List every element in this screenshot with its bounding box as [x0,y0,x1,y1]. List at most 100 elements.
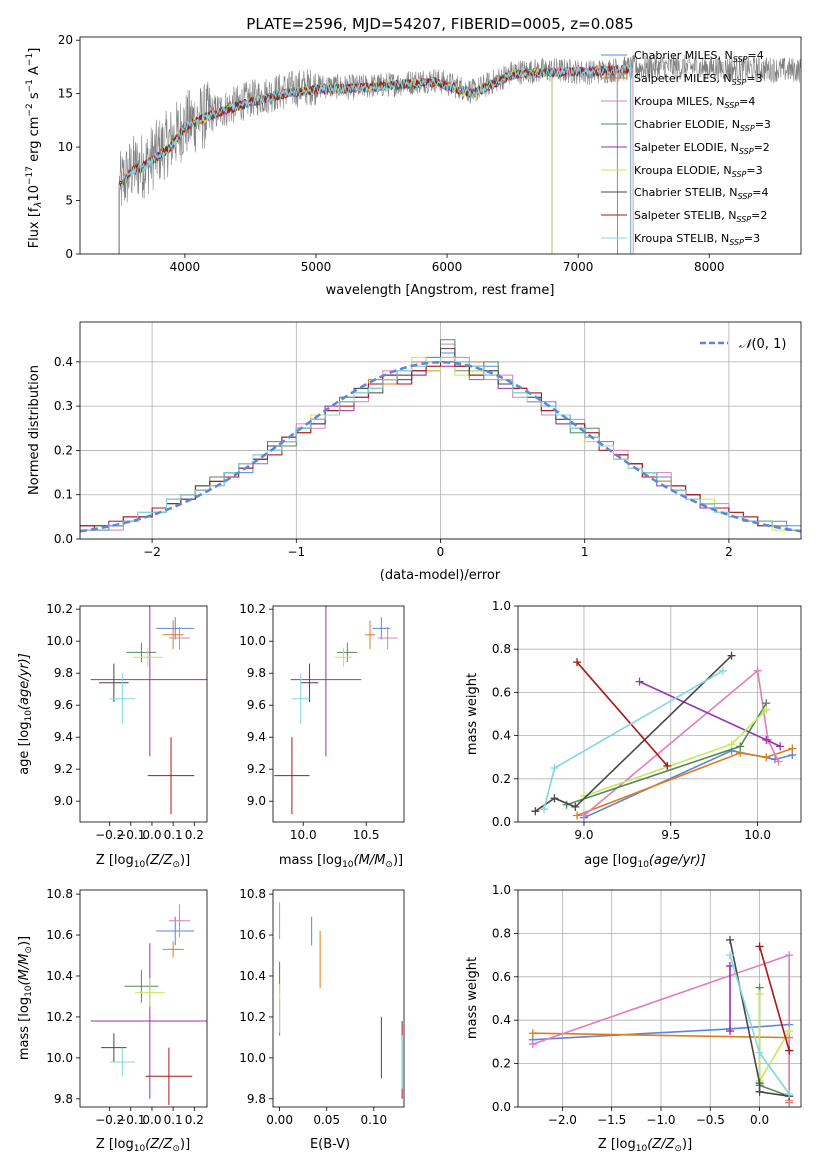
error-bar [132,647,163,667]
x-tick-label: −2 [143,545,161,559]
svg-text:Chabrier ELODIE, NSSP=3: Chabrier ELODIE, NSSP=3 [634,118,771,133]
x-tick-label: −1 [287,545,305,559]
weight-marker [727,651,736,660]
svg-text:Salpeter ELODIE, NSSP=2: Salpeter ELODIE, NSSP=2 [634,141,770,156]
x-tick-label: 10.5 [353,828,380,842]
weight-marker [762,753,771,762]
weight-marker [635,677,644,686]
y-tick-label: 20 [58,33,73,47]
x-tick-label: 9.0 [574,828,593,842]
legend-item: Chabrier ELODIE, NSSP=3 [601,118,771,133]
svg-text:Chabrier MILES, NSSP=4: Chabrier MILES, NSSP=4 [634,49,764,64]
error-bar [168,626,191,650]
weight-marker [540,805,549,814]
x-tick-label: −0.1 [116,828,145,842]
x-tick-label: 4000 [170,260,201,274]
legend-item: Salpeter STELIB, NSSP=2 [601,209,767,224]
y-tick-label: 1.0 [492,599,511,613]
y-tick-label: 9.8 [54,1092,73,1106]
y-tick-label: 0.2 [492,1057,511,1071]
x-tick-label: 0.0 [750,1113,769,1127]
legend-item: Kroupa STELIB, NSSP=3 [601,232,760,247]
weight-line [576,747,793,817]
x-tick-label: 7000 [563,260,594,274]
mass-weight-vs-metallicity-panel: −2.0 −1.5 −1.0 −0.5 0.0 0.0 0.2 0.4 0.6 0.8 1.0 [492,883,802,1127]
spectrum-panel: 4000 5000 6000 7000 8000 0 5 10 15 20 [58,33,802,274]
error-bar [156,617,195,640]
error-bar [290,606,362,757]
model-spectrum [118,65,618,254]
x-tick-label: 6000 [432,260,463,274]
axes-frame [79,605,208,823]
x-tick-label: 0.1 [164,828,183,842]
p5-xlabel: age [log10(age/yr)] [584,853,706,870]
weight-marker [785,1089,794,1098]
y-tick-label: 9.8 [247,666,266,680]
error-bar [109,673,136,725]
error-bars [90,606,207,814]
main-title: PLATE=2596, MJD=54207, FIBERID=0005, z=0… [246,15,633,33]
error-bar [145,1047,193,1105]
x-tick-label: −0.2 [95,828,124,842]
y-tick-label: 0.0 [492,815,511,829]
y-tick-label: 1.0 [492,883,511,897]
y-tick-label: 9.6 [54,698,73,712]
x-tick-label: 10.0 [290,828,317,842]
x-tick-label: 5000 [301,260,332,274]
axes-frame [79,36,802,255]
legend-item: Salpeter ELODIE, NSSP=2 [601,141,770,156]
weight-marker [762,735,771,744]
error-bar [300,663,319,702]
x-tick-label: −0.1 [116,1113,145,1127]
error-bar [147,737,195,814]
y-tick-label: 10.0 [239,1051,266,1065]
histogram-steps [80,339,801,539]
y-tick-label: 9.4 [247,730,266,744]
y-tick-label: 9.8 [247,1092,266,1106]
weight-lines [528,935,794,1107]
spectrum-ylabel: Flux [fλ10−17 erg cm−2 s−1 A−1] [25,48,44,249]
y-tick-label: 0.0 [492,1100,511,1114]
x-tick-label: −0.2 [95,1113,124,1127]
y-tick-label: 10.8 [239,887,266,901]
spectrum-xlabel: wavelength [Angstrom, rest frame] [326,283,555,298]
x-tick-label: −0.5 [696,1113,725,1127]
model-spectrum [118,64,632,254]
svg-text:Chabrier STELIB, NSSP=4: Chabrier STELIB, NSSP=4 [634,186,768,201]
y-tick-label: 0 [65,247,73,261]
y-tick-label: 0.2 [492,772,511,786]
x-tick-label: 0.05 [313,1113,340,1127]
weight-marker [528,1040,537,1049]
axes-frame [79,321,802,540]
weight-marker [528,1029,537,1038]
weight-marker [785,1046,794,1055]
axes-frame [272,605,405,823]
y-tick-label: 9.0 [247,794,266,808]
error-bar [99,663,129,702]
error-bars [274,606,398,814]
error-bar [364,620,376,650]
error-bar [126,642,157,662]
weight-line [583,669,780,817]
weight-marker [726,1027,735,1036]
x-tick-label: 0.00 [266,1113,293,1127]
weight-marker [726,935,735,944]
error-bar [162,620,184,650]
y-tick-label: 0.0 [54,532,73,546]
p6-ylabel: mass [log10(M/M⊙)] [17,936,34,1060]
weight-marker [579,811,588,820]
model-spectrum [118,67,553,254]
residual-histogram-panel: −2 −1 0 1 2 0.0 0.1 0.2 0.3 0.4 [54,321,802,559]
x-tick-label: 0.10 [360,1113,387,1127]
weight-marker [573,811,582,820]
weight-marker [571,802,580,811]
y-tick-label: 10.2 [239,1010,266,1024]
error-bar [162,941,184,958]
model-spectrum [118,63,632,254]
weight-marker [718,666,727,675]
weight-marker [785,1027,794,1036]
error-bars [279,902,403,1099]
y-tick-label: 0.6 [492,685,511,699]
weight-marker [550,794,559,803]
